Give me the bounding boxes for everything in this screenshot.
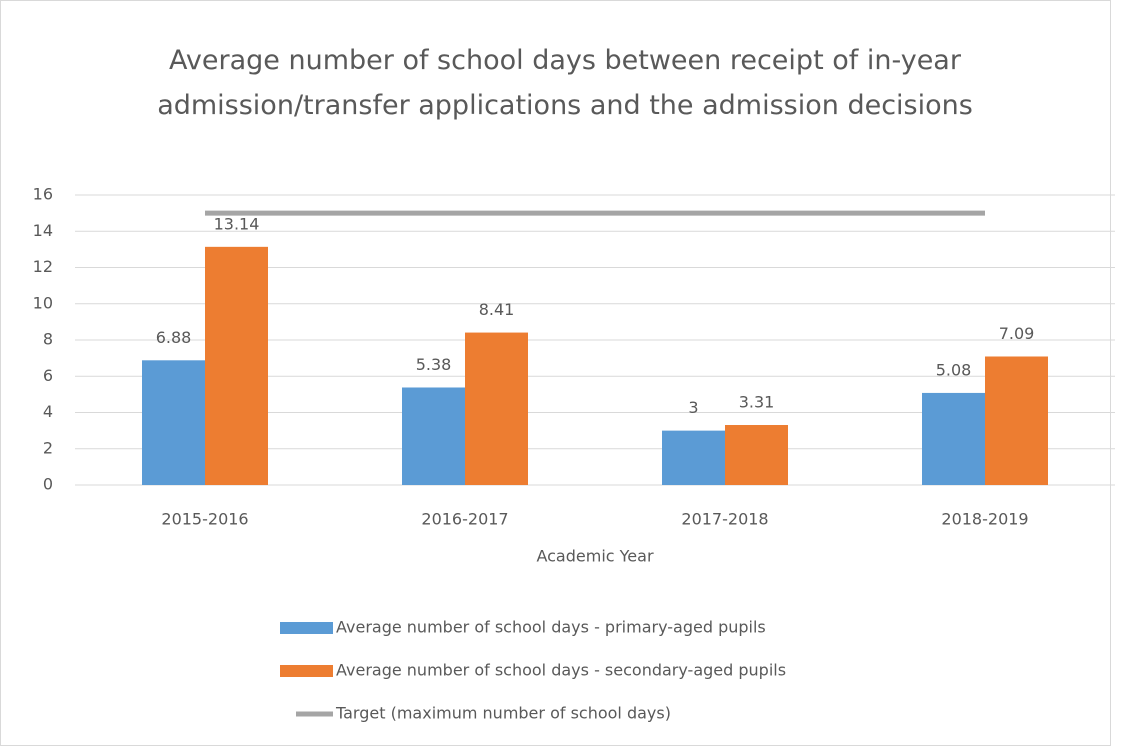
bar [402, 387, 465, 485]
legend-swatch [280, 622, 333, 634]
data-label: 6.88 [156, 328, 192, 347]
x-tick-label: 2015-2016 [161, 510, 248, 529]
legend-label: Average number of school days - primary-… [336, 618, 766, 637]
bar [662, 430, 725, 485]
bar [725, 425, 788, 485]
bar [465, 332, 528, 485]
y-tick-label: 6 [43, 366, 53, 385]
y-tick-label: 12 [33, 257, 53, 276]
legend-label: Average number of school days - secondar… [336, 661, 786, 680]
bar [205, 246, 268, 485]
x-tick-label: 2018-2019 [941, 510, 1028, 529]
y-tick-label: 14 [33, 221, 53, 240]
legend-label: Target (maximum number of school days) [335, 704, 671, 723]
chart-title: Average number of school days between re… [157, 45, 973, 121]
data-label: 5.38 [416, 355, 452, 374]
bar [985, 356, 1048, 485]
bar [142, 360, 205, 485]
y-tick-label: 16 [33, 185, 53, 204]
bar [922, 392, 985, 485]
data-label: 3.31 [739, 393, 775, 412]
data-label: 13.14 [214, 214, 260, 233]
y-tick-label: 8 [43, 330, 53, 349]
legend-swatch [280, 665, 333, 677]
y-tick-label: 4 [43, 402, 53, 421]
x-axis-title: Academic Year [536, 547, 653, 566]
data-label: 5.08 [936, 360, 972, 379]
y-tick-label: 2 [43, 438, 53, 457]
data-label: 3 [688, 398, 698, 417]
data-label: 7.09 [999, 324, 1035, 343]
x-tick-label: 2016-2017 [421, 510, 508, 529]
y-tick-label: 10 [33, 293, 53, 312]
data-label: 8.41 [479, 300, 515, 319]
y-tick-label: 0 [43, 475, 53, 494]
x-tick-label: 2017-2018 [681, 510, 768, 529]
